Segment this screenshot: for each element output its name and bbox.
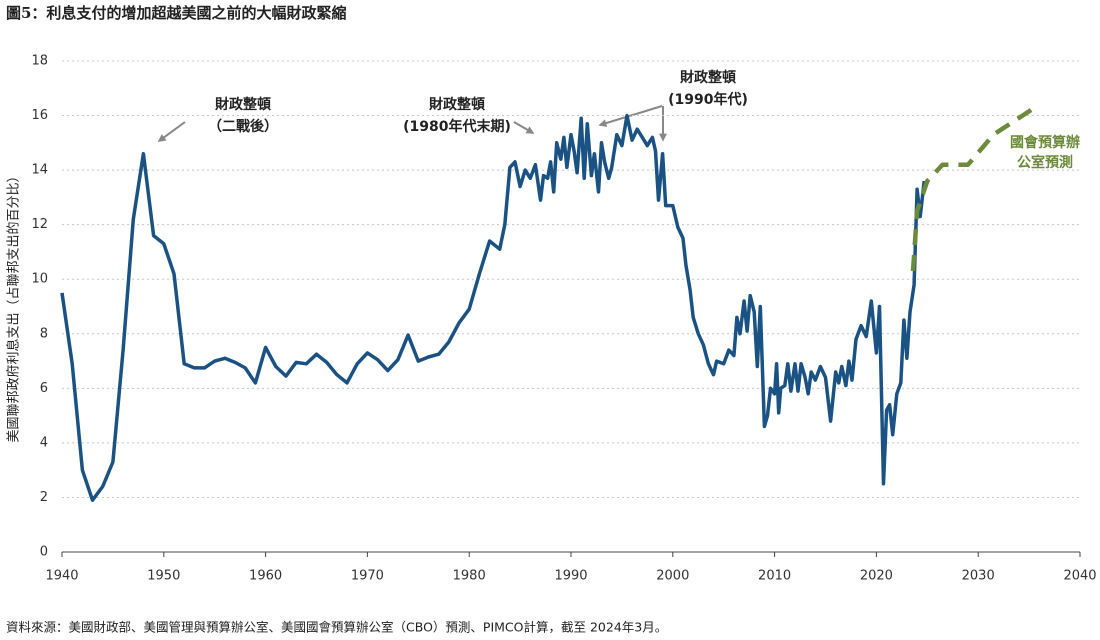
y-tick-label: 16: [31, 108, 48, 123]
y-tick-label: 14: [31, 163, 48, 178]
annotation: （二戰後）: [208, 118, 278, 135]
y-tick-label: 4: [40, 435, 48, 450]
line-series: [60, 113, 926, 502]
x-tick-label: 2040: [1063, 569, 1096, 584]
y-tick-label: 18: [31, 54, 48, 69]
y-tick-label: 0: [40, 545, 48, 560]
x-tick-label: 1980: [453, 569, 486, 584]
y-tick-label: 10: [31, 272, 48, 287]
x-tick-label: 1950: [147, 569, 180, 584]
arrow: [157, 121, 186, 142]
line-series: [910, 102, 1041, 272]
x-tick-label: 2010: [758, 569, 791, 584]
x-tick-label: 2020: [860, 569, 893, 584]
chart-title: 圖5：利息支付的增加超越美國之前的大幅財政緊縮: [6, 4, 346, 22]
y-tick-label: 8: [40, 326, 48, 341]
arrow: [598, 105, 663, 127]
x-tick-label: 1990: [554, 569, 587, 584]
x-tick-label: 2030: [962, 569, 995, 584]
source-note: 資料來源：美國財政部、美國管理與預算辦公室、美國國會預算辦公室（CBO）預測、P…: [6, 620, 667, 635]
arrow: [513, 121, 535, 134]
annotation: (1990年代): [668, 91, 748, 108]
y-tick-label: 6: [40, 381, 48, 396]
annotation: 財政整頓: [214, 96, 271, 113]
y-tick-label: 2: [40, 490, 48, 505]
annotation: 財政整頓: [679, 69, 736, 86]
annotation: (1980年代末期): [403, 118, 511, 135]
legend-entry: 國會預算辦: [1010, 134, 1080, 151]
y-tick-label: 12: [31, 217, 48, 232]
x-tick-label: 1960: [249, 569, 282, 584]
x-tick-label: 1940: [45, 569, 78, 584]
x-tick-label: 1970: [351, 569, 384, 584]
annotation: 財政整頓: [428, 96, 485, 113]
annotation-arrows: [157, 105, 667, 142]
y-axis-label: 美國聯邦政府利息支出（占聯邦支出的百分比）: [6, 169, 22, 442]
x-tick-label: 2000: [656, 569, 689, 584]
legend-entry: 公室預測: [1017, 154, 1073, 171]
